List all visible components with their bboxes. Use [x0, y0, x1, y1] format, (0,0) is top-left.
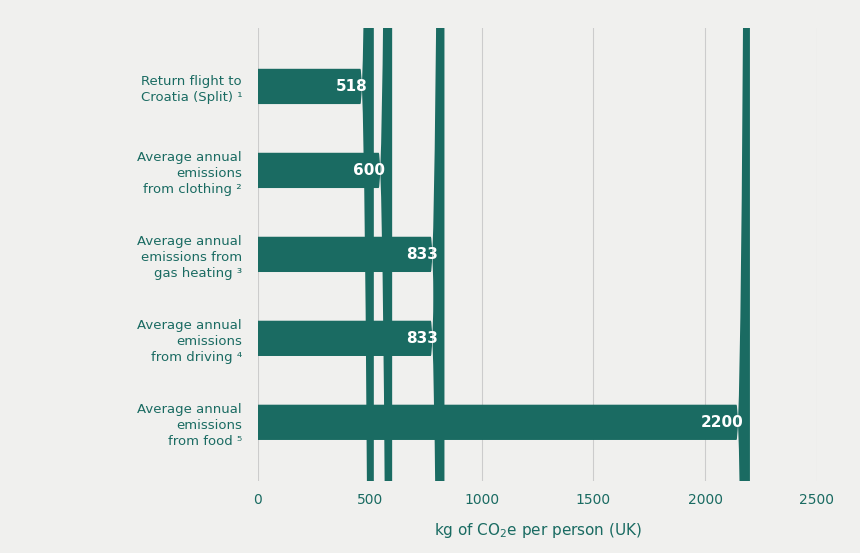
X-axis label: kg of CO$_2$e per person (UK): kg of CO$_2$e per person (UK)	[433, 521, 642, 540]
FancyBboxPatch shape	[244, 0, 750, 553]
FancyBboxPatch shape	[244, 0, 445, 553]
Text: 518: 518	[335, 79, 367, 94]
Text: 2200: 2200	[700, 415, 743, 430]
Text: 833: 833	[406, 331, 438, 346]
FancyBboxPatch shape	[244, 0, 445, 553]
Text: 600: 600	[353, 163, 385, 178]
FancyBboxPatch shape	[244, 0, 392, 553]
Text: 833: 833	[406, 247, 438, 262]
FancyBboxPatch shape	[244, 0, 374, 553]
